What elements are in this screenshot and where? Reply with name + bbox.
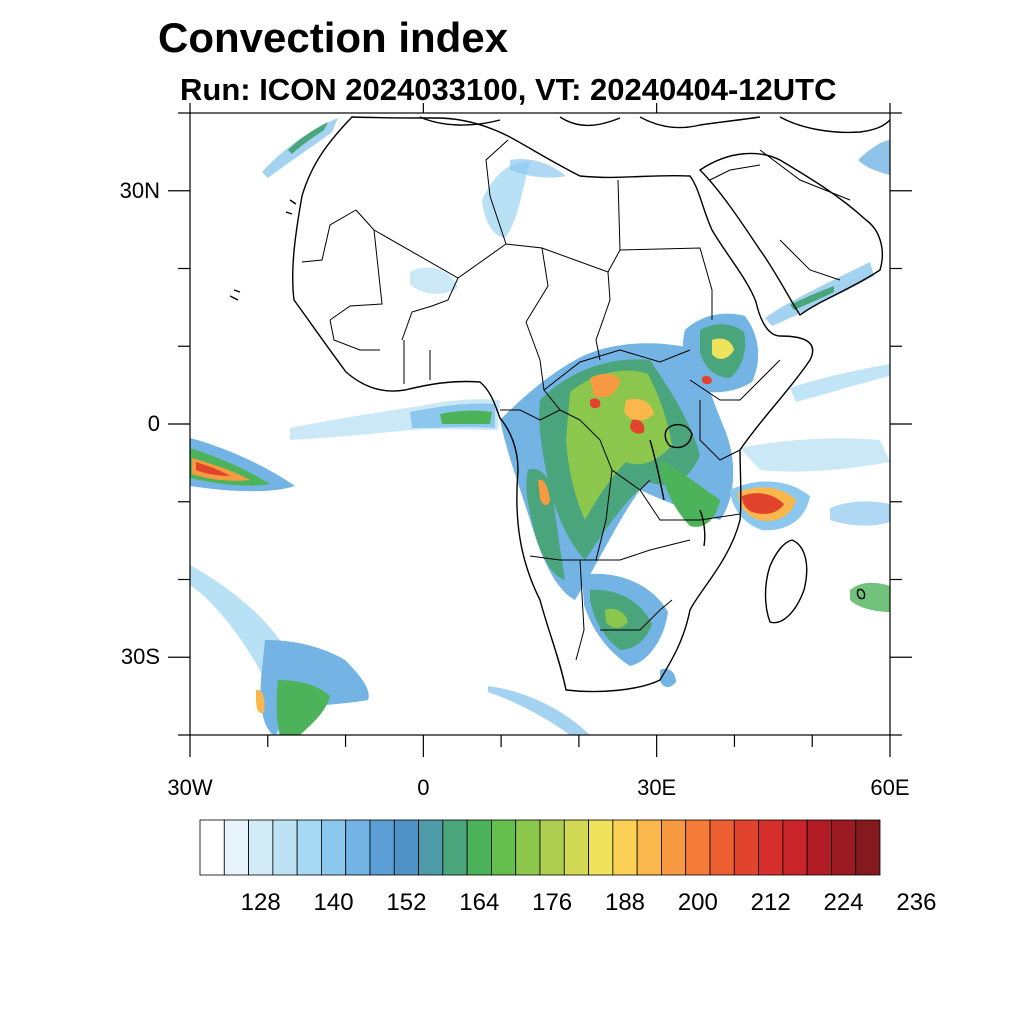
colorbar-label: 212: [750, 889, 791, 916]
axis-ticks: [168, 103, 912, 757]
colorbar-swatch: [831, 819, 857, 876]
colorbar-swatch: [709, 819, 735, 876]
colorbar-label: 224: [823, 889, 864, 916]
colorbar-label: 128: [240, 889, 281, 916]
colorbar-label: 200: [677, 889, 718, 916]
colorbar-label: 188: [604, 889, 646, 916]
lon-label: 30E: [637, 775, 677, 800]
colorbar-swatch: [369, 819, 395, 876]
lon-label: 30W: [167, 775, 213, 800]
colorbar-swatch: [612, 819, 638, 876]
colorbar-label: 176: [532, 889, 573, 916]
coastline: [229, 116, 890, 693]
colorbar-swatch: [782, 819, 808, 876]
colorbar-swatch: [515, 819, 541, 876]
colorbar-swatch: [345, 819, 371, 876]
lat-label: 0: [147, 411, 160, 436]
map-subtitle: Run: ICON 2024033100, VT: 20240404-12UTC: [180, 72, 837, 107]
colorbar-label: 140: [313, 889, 354, 916]
colorbar-swatch: [758, 819, 784, 876]
colorbar-swatch: [393, 819, 419, 876]
colorbar-label: 236: [896, 889, 937, 916]
colorbar-swatch: [248, 819, 274, 876]
colorbar-swatch: [296, 819, 322, 876]
colorbar-swatch: [321, 819, 347, 876]
lon-label: 0: [417, 775, 430, 800]
colorbar-swatch: [563, 819, 589, 876]
colorbar-swatch: [491, 819, 517, 876]
colorbar-swatch: [685, 819, 711, 876]
colorbar-swatch: [539, 819, 565, 876]
lat-label: 30S: [120, 644, 160, 670]
colorbar-swatch: [466, 819, 492, 876]
colorbar-swatch: [223, 819, 249, 876]
lat-label: 30N: [119, 177, 160, 203]
colorbar-swatch: [588, 819, 614, 876]
colorbar-swatch: [418, 819, 444, 876]
colorbar-swatch: [806, 819, 832, 876]
colorbar-swatch: [636, 819, 662, 876]
colorbar-swatch: [855, 819, 881, 876]
colorbar-swatch: [442, 819, 468, 876]
country-borders: [301, 139, 851, 661]
colorbar-label: 164: [459, 889, 500, 916]
colorbar-swatch: [661, 819, 687, 876]
colorbar-swatch: [733, 819, 759, 876]
convection-field: [190, 118, 890, 735]
map-title: Convection index: [158, 14, 509, 61]
colorbar-swatch: [199, 819, 225, 876]
colorbar: [199, 819, 881, 876]
colorbar-label: 152: [386, 889, 427, 916]
lon-label: 60E: [870, 775, 910, 800]
colorbar-swatch: [272, 819, 298, 876]
